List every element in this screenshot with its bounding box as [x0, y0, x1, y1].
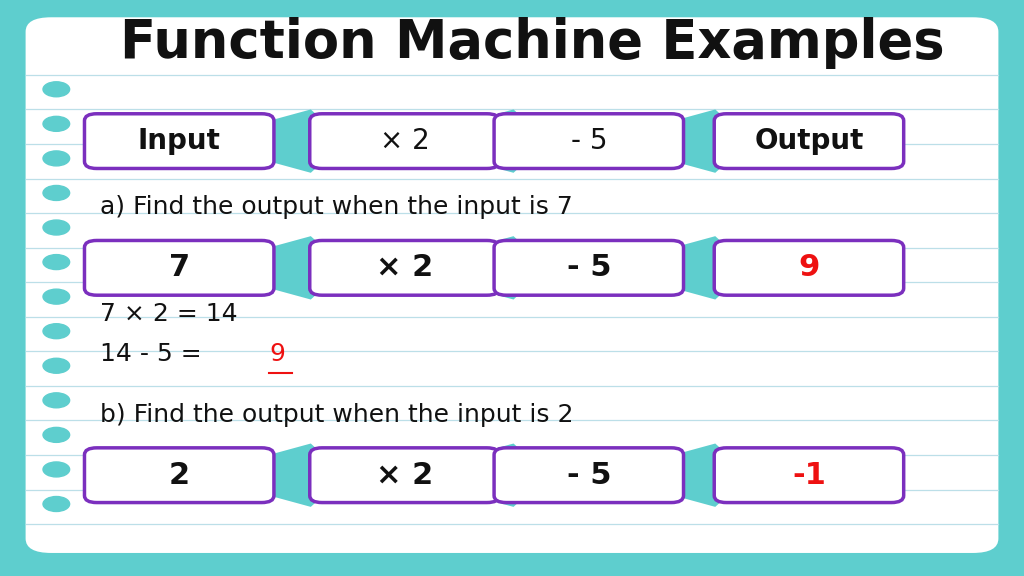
Circle shape — [43, 151, 70, 166]
FancyBboxPatch shape — [715, 241, 904, 295]
FancyBboxPatch shape — [309, 114, 500, 169]
Polygon shape — [258, 109, 345, 173]
Circle shape — [43, 220, 70, 235]
Circle shape — [43, 427, 70, 442]
Text: × 2: × 2 — [376, 253, 433, 282]
FancyBboxPatch shape — [84, 448, 273, 502]
Circle shape — [43, 358, 70, 373]
Text: Output: Output — [755, 127, 863, 155]
Text: Function Machine Examples: Function Machine Examples — [120, 17, 945, 69]
FancyBboxPatch shape — [26, 17, 998, 553]
Text: -1: -1 — [792, 461, 826, 490]
FancyBboxPatch shape — [715, 448, 904, 502]
Polygon shape — [258, 236, 345, 300]
Text: - 5: - 5 — [566, 253, 611, 282]
Text: 2: 2 — [169, 461, 189, 490]
Polygon shape — [664, 109, 750, 173]
Text: 9: 9 — [269, 342, 286, 366]
Circle shape — [43, 116, 70, 131]
Polygon shape — [664, 236, 750, 300]
Circle shape — [43, 393, 70, 408]
Circle shape — [43, 462, 70, 477]
Polygon shape — [461, 109, 549, 173]
Text: × 2: × 2 — [376, 461, 433, 490]
Circle shape — [43, 255, 70, 270]
Text: 14 - 5 =: 14 - 5 = — [100, 342, 210, 366]
FancyBboxPatch shape — [84, 241, 273, 295]
Text: 7: 7 — [169, 253, 189, 282]
Text: Input: Input — [138, 127, 220, 155]
Polygon shape — [258, 444, 345, 507]
FancyBboxPatch shape — [84, 114, 273, 169]
Circle shape — [43, 324, 70, 339]
Text: 7 × 2 = 14: 7 × 2 = 14 — [100, 302, 238, 326]
FancyBboxPatch shape — [309, 448, 500, 502]
FancyBboxPatch shape — [494, 448, 684, 502]
Text: 9: 9 — [799, 253, 819, 282]
Text: a) Find the output when the input is 7: a) Find the output when the input is 7 — [100, 195, 573, 219]
Text: - 5: - 5 — [566, 461, 611, 490]
FancyBboxPatch shape — [309, 241, 500, 295]
FancyBboxPatch shape — [715, 114, 904, 169]
Polygon shape — [461, 236, 549, 300]
Text: - 5: - 5 — [570, 127, 607, 155]
Text: b) Find the output when the input is 2: b) Find the output when the input is 2 — [100, 403, 573, 427]
Polygon shape — [664, 444, 750, 507]
Circle shape — [43, 82, 70, 97]
FancyBboxPatch shape — [494, 114, 684, 169]
Circle shape — [43, 497, 70, 511]
FancyBboxPatch shape — [494, 241, 684, 295]
Text: × 2: × 2 — [380, 127, 429, 155]
Polygon shape — [461, 444, 549, 507]
Circle shape — [43, 185, 70, 200]
Circle shape — [43, 289, 70, 304]
